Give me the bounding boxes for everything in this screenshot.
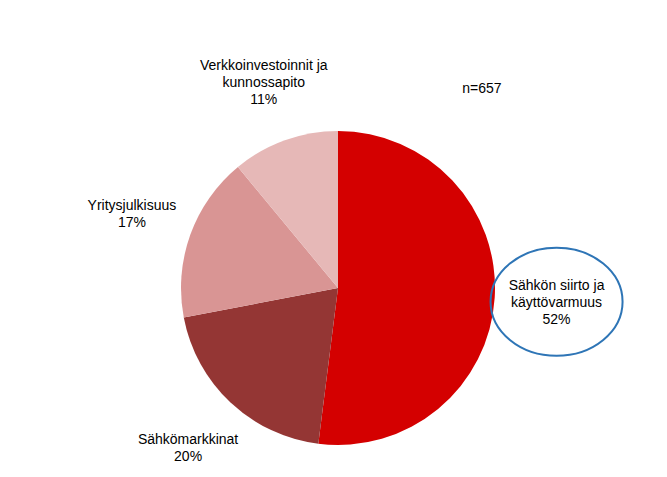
- svg-text:Sähkömarkkinat20%: Sähkömarkkinat20%: [138, 431, 238, 464]
- svg-text:Verkkoinvestoinnit jakunnossap: Verkkoinvestoinnit jakunnossapito11%: [200, 57, 328, 107]
- svg-text:n=657: n=657: [462, 80, 502, 96]
- svg-text:Sähkön siirto jakäyttövarmuus5: Sähkön siirto jakäyttövarmuus52%: [509, 277, 605, 327]
- svg-text:Yritysjulkisuus17%: Yritysjulkisuus17%: [88, 197, 177, 230]
